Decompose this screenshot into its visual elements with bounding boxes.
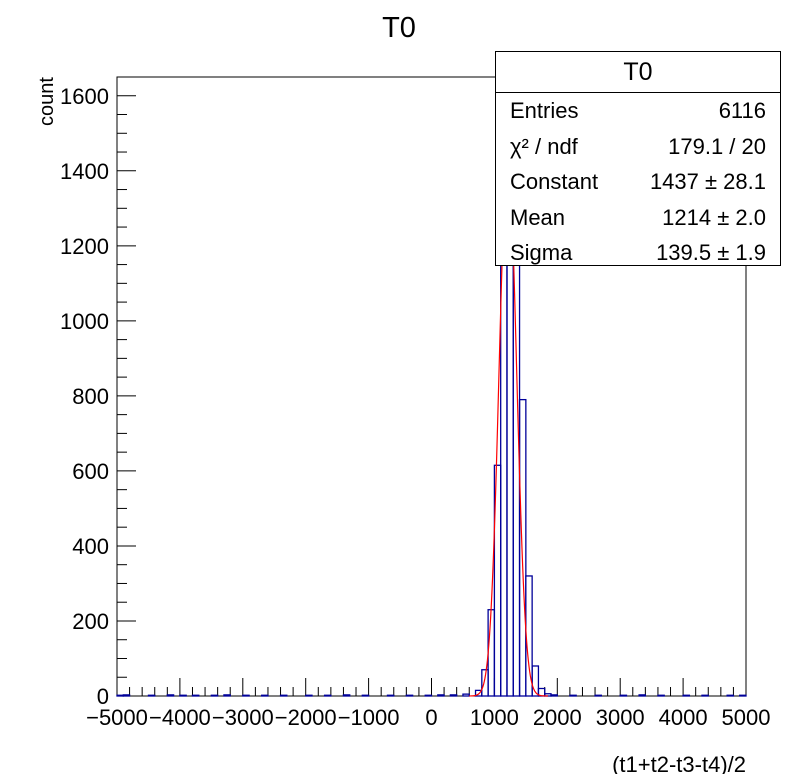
y-tick-label: 200: [72, 609, 109, 634]
histogram-bin: [386, 694, 395, 697]
histogram-bin: [305, 694, 313, 697]
x-tick-label: −4000: [149, 705, 211, 730]
histogram-bin: [518, 398, 527, 697]
x-tick-label: −1000: [338, 705, 400, 730]
histogram-bin: [619, 694, 628, 697]
stats-row-sigma: Sigma 139.5 ± 1.9: [496, 235, 780, 271]
histogram-bin: [279, 694, 288, 697]
y-tick-label: 400: [72, 534, 109, 559]
histogram-bin: [342, 694, 351, 697]
y-tick-label: 1600: [60, 84, 109, 109]
histogram-bin: [405, 694, 414, 697]
y-tick-label: 1000: [60, 309, 109, 334]
stats-label: Mean: [510, 204, 566, 230]
stats-label: Sigma: [510, 240, 573, 265]
stats-value: 179.1 / 20: [668, 133, 766, 159]
y-tick-label: 600: [72, 459, 109, 484]
histogram-bin: [449, 694, 458, 697]
histogram-bin: [424, 694, 433, 697]
x-tick-label: 4000: [659, 705, 708, 730]
y-tick-label: 0: [97, 684, 109, 709]
histogram-bin: [210, 694, 219, 697]
axes-layer: −5000 −4000 −3000 −2000 −1000 0 1000 2000 3000 40…: [60, 76, 771, 730]
histogram-bin: [657, 694, 665, 697]
histogram-bin: [638, 694, 647, 697]
y-tick-label: 1200: [60, 234, 109, 259]
histogram-bin: [166, 694, 175, 697]
stats-label: Constant: [510, 169, 599, 194]
histogram-bin: [531, 665, 540, 697]
histogram-bin: [147, 694, 156, 697]
histogram-bin: [594, 694, 602, 697]
histogram-bin: [223, 694, 231, 697]
x-axis-label: (t1+t2-t3-t4)/2: [612, 752, 746, 774]
histogram-bin: [122, 694, 131, 697]
histogram-bin: [462, 693, 470, 697]
stats-label: Entries: [510, 98, 579, 123]
histogram-bin: [682, 694, 691, 697]
histogram-bin: [116, 694, 124, 697]
histogram-bin: [739, 694, 747, 697]
histogram-bin: [361, 694, 370, 697]
chart-title: T0: [382, 12, 416, 44]
x-tick-label: 1000: [470, 705, 519, 730]
histogram-bin: [261, 694, 269, 697]
histogram-bin: [500, 263, 508, 697]
stats-value: 1214 ± 2.0: [662, 204, 766, 230]
x-tick-label: 5000: [722, 705, 771, 730]
histogram-bin: [437, 694, 445, 697]
x-tick-label: 0: [425, 705, 437, 730]
stats-value: 6116: [718, 98, 766, 123]
histogram-bin: [487, 609, 496, 697]
stats-row-chi2: χ² / ndf 179.1 / 20: [496, 129, 780, 165]
histogram-bin: [191, 694, 200, 697]
stats-value: 139.5 ± 1.9: [656, 240, 766, 265]
x-tick-label: 2000: [533, 705, 582, 730]
stats-title: T0: [496, 52, 780, 93]
stats-row-constant: Constant 1437 ± 28.1: [496, 164, 780, 200]
stats-box: T0 Entries 6116 χ² / ndf 179.1 / 20 Cons…: [495, 51, 781, 266]
stats-row-entries: Entries 6116: [496, 93, 780, 129]
y-tick-label: 1400: [60, 159, 109, 184]
histogram-bin: [701, 694, 709, 697]
stats-label: χ² / ndf: [510, 133, 578, 159]
y-tick-label: 800: [72, 384, 109, 409]
x-tick-label: −5000: [86, 705, 148, 730]
histogram-bin: [323, 694, 332, 697]
histogram-bin: [569, 694, 577, 697]
histogram-bin: [550, 694, 558, 697]
x-tick-label: −2000: [275, 705, 337, 730]
histogram-bin: [242, 694, 250, 697]
x-tick-label: −3000: [212, 705, 274, 730]
histogram-bin: [726, 694, 735, 697]
y-axis-label: count: [36, 77, 58, 126]
x-tick-label: 3000: [596, 705, 645, 730]
histogram-bin: [481, 669, 489, 697]
stats-row-mean: Mean 1214 ± 2.0: [496, 200, 780, 236]
histogram-bin: [179, 694, 187, 697]
stats-value: 1437 ± 28.1: [649, 169, 766, 194]
